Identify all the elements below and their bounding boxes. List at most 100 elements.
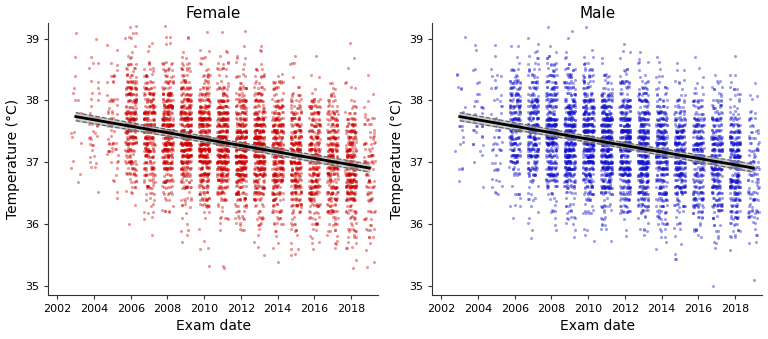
Point (342, 177, 354, 182)
Point (181, 115, 194, 120)
Point (697, 196, 709, 202)
Point (222, 140, 234, 146)
Point (622, 185, 634, 191)
Point (104, 159, 117, 164)
Point (588, 105, 600, 110)
Point (559, 172, 571, 178)
Point (582, 60, 594, 66)
Point (578, 111, 590, 117)
Point (634, 173, 646, 178)
Point (598, 185, 611, 191)
Point (541, 123, 554, 128)
Point (601, 142, 613, 148)
Point (108, 96, 121, 101)
Point (584, 146, 597, 151)
Point (547, 68, 559, 74)
Point (617, 116, 630, 121)
Point (558, 159, 571, 164)
Point (293, 154, 306, 159)
Point (588, 161, 600, 166)
Point (303, 208, 315, 214)
Point (268, 117, 280, 122)
Point (161, 158, 173, 163)
Point (157, 122, 169, 128)
Point (364, 129, 376, 134)
Point (561, 127, 573, 133)
Point (220, 73, 232, 79)
Point (582, 154, 594, 160)
Point (321, 191, 333, 196)
Point (250, 121, 262, 126)
Point (306, 240, 318, 245)
Point (672, 159, 684, 164)
Point (148, 110, 161, 115)
Point (601, 117, 614, 122)
Point (677, 183, 690, 188)
Point (130, 31, 142, 36)
Point (715, 109, 727, 115)
Point (86, 90, 98, 95)
Point (266, 140, 279, 145)
Point (675, 134, 687, 139)
Point (730, 171, 742, 176)
Point (715, 203, 727, 209)
Point (528, 172, 541, 177)
Point (614, 153, 627, 158)
Point (531, 110, 544, 115)
Point (233, 172, 245, 177)
Point (687, 146, 700, 152)
Point (144, 128, 157, 134)
Point (233, 121, 245, 126)
Point (195, 128, 207, 134)
Point (598, 123, 610, 129)
Point (714, 222, 727, 228)
Point (529, 79, 541, 85)
Point (558, 121, 571, 127)
Point (182, 173, 194, 178)
Point (141, 140, 153, 145)
Point (548, 196, 561, 201)
Point (654, 130, 666, 135)
Point (601, 146, 614, 152)
Point (617, 196, 629, 202)
Point (598, 203, 611, 208)
Point (565, 166, 578, 172)
Point (250, 147, 262, 153)
Point (549, 92, 561, 98)
Point (550, 134, 562, 140)
Point (185, 128, 197, 134)
Point (212, 133, 224, 139)
Point (542, 117, 554, 123)
Point (694, 134, 707, 140)
Point (231, 129, 243, 135)
Point (255, 220, 267, 225)
Point (232, 191, 244, 196)
Point (162, 111, 174, 117)
Point (340, 148, 353, 153)
Point (510, 73, 522, 78)
Point (307, 154, 319, 159)
Point (161, 123, 174, 128)
Point (159, 128, 171, 133)
Point (270, 129, 283, 135)
Point (321, 127, 333, 133)
Point (253, 122, 266, 127)
Point (217, 111, 229, 116)
Point (603, 185, 615, 190)
Point (236, 133, 248, 139)
Point (254, 140, 266, 145)
Point (618, 96, 631, 102)
Point (730, 191, 743, 196)
Point (541, 134, 554, 139)
Point (599, 166, 611, 172)
Point (249, 142, 261, 147)
Point (178, 73, 190, 78)
Point (146, 142, 158, 147)
Point (727, 129, 740, 135)
Point (637, 208, 649, 213)
Point (620, 117, 632, 122)
Point (286, 208, 299, 213)
Point (676, 148, 688, 154)
Point (323, 129, 335, 135)
Point (636, 166, 648, 171)
